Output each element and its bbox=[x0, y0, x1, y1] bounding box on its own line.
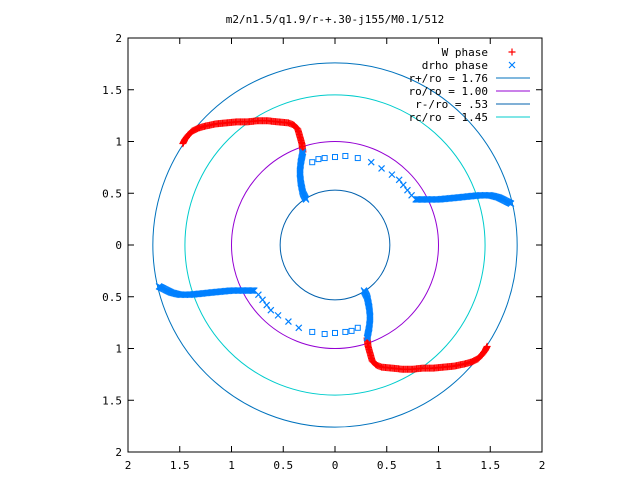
x-tick-label: 1 bbox=[435, 459, 442, 472]
drho-phase-sparse-point bbox=[321, 155, 328, 162]
drho-phase-sparse-point bbox=[321, 331, 328, 338]
y-tick-label: 1.5 bbox=[102, 394, 122, 407]
drho-phase-sparse-point bbox=[395, 176, 403, 184]
y-tick-label: 0.5 bbox=[102, 187, 122, 200]
chart-title: m2/n1.5/q1.9/r-+.30-j155/M0.1/512 bbox=[226, 13, 445, 26]
drho-phase-sparse-point bbox=[404, 186, 411, 194]
drho-phase-sparse-point bbox=[254, 291, 262, 299]
x-tick-label: 2 bbox=[539, 459, 546, 472]
drho-phase-point bbox=[302, 196, 310, 203]
drho-phase-sparse-point bbox=[348, 327, 355, 334]
y-tick-label: 0.5 bbox=[102, 291, 122, 304]
drho-phase-sparse-point bbox=[315, 156, 322, 163]
x-tick-label: 0.5 bbox=[377, 459, 397, 472]
drho-phase-sparse-point bbox=[367, 158, 375, 166]
circle-rc bbox=[184, 94, 486, 396]
x-tick-label: 1.5 bbox=[480, 459, 500, 472]
drho-phase-sparse-point bbox=[342, 328, 349, 335]
y-tick-label: 1 bbox=[115, 343, 122, 356]
legend-label: r+/ro = 1.76 bbox=[409, 72, 488, 85]
axis-ticks: 2 1.5 1 0.5 0 0.5 1 1.5 221.510.500.511.52 bbox=[102, 32, 545, 472]
drho-phase-sparse-point bbox=[274, 311, 282, 319]
drho-phase-sparse-point bbox=[309, 328, 316, 335]
circles-layer bbox=[152, 62, 518, 428]
drho-phase-sparse-point bbox=[399, 181, 407, 189]
drho-phase-sparse-point bbox=[295, 324, 303, 332]
y-tick-label: 0 bbox=[115, 239, 122, 252]
circle-r+ bbox=[152, 62, 518, 428]
drho-phase-sparse-point bbox=[408, 191, 416, 199]
drho-phase-sparse-point bbox=[354, 155, 361, 162]
drho-phase-sparse-point bbox=[332, 329, 338, 336]
drho-phase-sparse-point bbox=[309, 159, 316, 166]
drho-phase-sparse-point bbox=[354, 324, 361, 331]
y-tick-label: 2 bbox=[115, 446, 122, 459]
drho-phase-sparse-point bbox=[342, 152, 349, 159]
drho-phase-sparse-point bbox=[285, 318, 292, 326]
drho-phase-sparse-point bbox=[259, 296, 266, 304]
y-tick-label: 2 bbox=[115, 32, 122, 45]
drho-phase-sparse-point bbox=[332, 154, 338, 161]
x-tick-label: 0 bbox=[332, 459, 339, 472]
legend-label: ro/ro = 1.00 bbox=[409, 85, 488, 98]
legend-label: r-/ro = .53 bbox=[415, 98, 488, 111]
drho-phase-point bbox=[507, 200, 515, 208]
drho-phase-sparse-point bbox=[263, 301, 271, 309]
drho-phase-point bbox=[360, 287, 368, 294]
drho-phase-point bbox=[155, 282, 163, 290]
legend-marker bbox=[508, 48, 516, 56]
drho-phase-sparse-point bbox=[378, 164, 385, 172]
x-tick-label: 1 bbox=[228, 459, 235, 472]
legend-marker bbox=[508, 61, 516, 69]
points-layer bbox=[155, 117, 515, 373]
x-tick-label: 0.5 bbox=[273, 459, 293, 472]
legend-label: drho phase bbox=[422, 59, 488, 72]
x-tick-label: 2 bbox=[125, 459, 132, 472]
y-tick-label: 1.5 bbox=[102, 84, 122, 97]
drho-phase-sparse-point bbox=[388, 171, 396, 179]
legend-label: rc/ro = 1.45 bbox=[409, 111, 488, 124]
legend-label: W phase bbox=[442, 46, 488, 59]
circle-ro bbox=[231, 141, 439, 349]
circle-r- bbox=[279, 189, 391, 301]
drho-phase-sparse-point bbox=[267, 306, 275, 314]
x-tick-label: 1.5 bbox=[170, 459, 190, 472]
y-tick-label: 1 bbox=[115, 136, 122, 149]
